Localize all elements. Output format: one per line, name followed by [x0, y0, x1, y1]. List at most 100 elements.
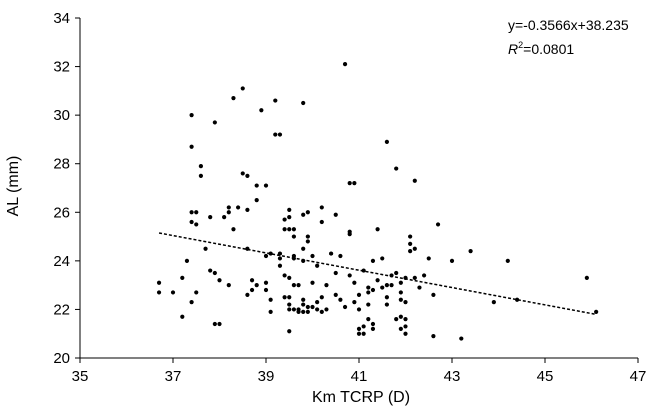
data-point	[222, 215, 227, 220]
data-point	[366, 317, 371, 322]
data-point	[277, 256, 283, 261]
data-point	[301, 246, 306, 251]
data-point	[403, 331, 408, 336]
data-point	[194, 290, 199, 295]
data-point	[249, 278, 255, 283]
data-point	[305, 239, 310, 244]
data-point	[245, 207, 250, 212]
data-point	[333, 270, 338, 276]
data-point	[356, 292, 362, 297]
data-point	[226, 205, 231, 210]
data-point	[398, 314, 403, 319]
data-point	[342, 304, 348, 310]
x-tick-label: 43	[444, 368, 461, 385]
data-point	[315, 263, 320, 268]
data-point	[333, 292, 338, 297]
data-point	[282, 295, 287, 300]
data-point	[408, 241, 413, 246]
data-point	[398, 297, 403, 302]
data-point	[291, 234, 296, 239]
data-point	[403, 324, 408, 329]
r-squared-symbol: R	[508, 41, 518, 57]
data-point	[431, 292, 436, 297]
data-point	[366, 302, 371, 307]
data-point	[329, 251, 334, 256]
data-point	[408, 249, 413, 254]
data-point	[268, 297, 273, 302]
x-tick-label: 35	[72, 368, 89, 385]
data-point	[231, 96, 236, 101]
data-point	[254, 198, 259, 203]
data-point	[324, 283, 329, 288]
data-point	[156, 280, 162, 285]
data-point	[422, 273, 427, 278]
data-point	[584, 275, 589, 280]
data-point	[305, 210, 310, 215]
data-point	[287, 302, 292, 307]
data-point	[282, 227, 287, 232]
data-point	[338, 253, 343, 259]
data-point	[319, 205, 324, 210]
r-squared: R2=0.0801	[508, 40, 574, 57]
data-point	[259, 108, 264, 113]
data-point	[245, 292, 250, 297]
data-point	[389, 283, 394, 288]
data-point	[282, 273, 287, 278]
data-point	[287, 329, 292, 334]
data-point	[277, 132, 283, 137]
data-point	[203, 246, 208, 251]
data-point	[370, 287, 376, 293]
data-point	[301, 100, 306, 106]
data-point	[310, 304, 315, 310]
data-point	[315, 300, 320, 305]
data-point	[403, 300, 408, 305]
data-point	[301, 302, 306, 307]
data-point	[338, 297, 343, 302]
data-point	[277, 263, 283, 268]
data-point	[217, 278, 222, 283]
data-point	[305, 304, 310, 310]
data-point	[352, 181, 357, 186]
data-point	[287, 275, 292, 280]
data-point	[180, 314, 185, 319]
data-point	[366, 290, 371, 295]
data-point	[449, 258, 455, 263]
data-point	[273, 132, 278, 137]
data-point	[291, 307, 296, 312]
data-point	[305, 234, 310, 239]
data-point	[394, 270, 399, 276]
y-axis-title: AL (mm)	[5, 156, 22, 217]
data-point	[384, 295, 389, 300]
x-tick-label: 45	[537, 368, 554, 385]
data-point	[403, 317, 408, 322]
y-ticks: 20 22 24 26 28 30 32 34	[53, 10, 80, 367]
data-point	[384, 302, 389, 307]
data-point	[315, 307, 320, 312]
data-point	[491, 300, 496, 305]
data-point	[594, 309, 599, 314]
data-point	[398, 280, 403, 285]
data-point	[268, 251, 273, 256]
data-point	[194, 222, 199, 227]
data-point	[170, 290, 176, 295]
data-point	[198, 164, 203, 169]
data-point	[208, 215, 213, 220]
data-point	[347, 232, 352, 237]
data-point	[384, 283, 389, 288]
data-point	[231, 227, 236, 232]
trendline	[158, 232, 597, 316]
data-point	[468, 249, 473, 254]
data-point	[347, 181, 352, 186]
data-point	[319, 295, 324, 300]
data-point	[189, 113, 194, 118]
data-point	[347, 273, 352, 278]
data-point	[380, 285, 385, 290]
data-point	[296, 283, 301, 288]
y-tick-label: 26	[53, 204, 70, 221]
data-point	[194, 210, 199, 215]
x-tick-label: 37	[165, 368, 182, 385]
y-tick-label: 20	[53, 350, 70, 367]
data-point	[208, 268, 213, 273]
y-tick-label: 24	[53, 253, 70, 270]
y-tick-label: 32	[53, 59, 70, 76]
